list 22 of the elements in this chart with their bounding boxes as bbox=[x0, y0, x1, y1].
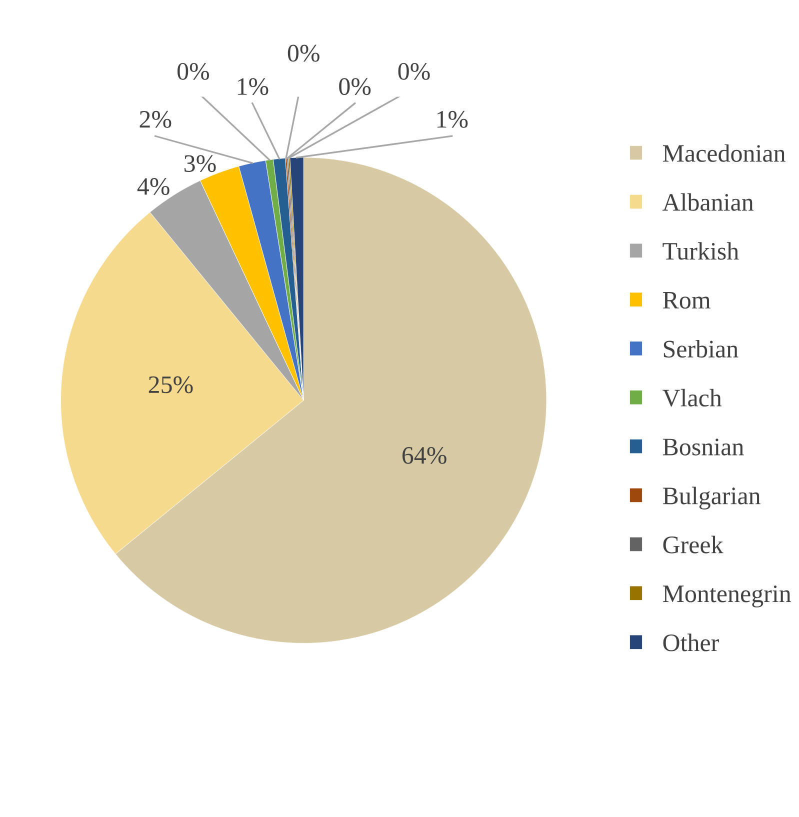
legend-label: Albanian bbox=[662, 193, 754, 211]
legend-label: Bulgarian bbox=[662, 486, 760, 510]
legend-label: Serbian bbox=[664, 340, 738, 358]
legend-label: Macedonian bbox=[662, 144, 786, 162]
legend-label: Rom bbox=[662, 292, 710, 309]
data-label: 25% bbox=[148, 376, 193, 394]
data-label: 3% bbox=[184, 155, 216, 172]
data-label: 64% bbox=[402, 446, 446, 464]
legend-label: Other bbox=[663, 634, 719, 652]
legend-label: Greek bbox=[663, 536, 724, 554]
data-label: 0% bbox=[178, 62, 210, 80]
data-label: 1% bbox=[437, 110, 468, 128]
data-label: 1% bbox=[238, 78, 268, 96]
legend-label: Vlach bbox=[662, 388, 722, 407]
data-label: 0% bbox=[339, 78, 371, 96]
legend-label: Bosnian bbox=[662, 438, 744, 456]
data-label: 4% bbox=[137, 178, 170, 196]
data-label: 0% bbox=[288, 44, 320, 62]
data-label: 0% bbox=[398, 62, 430, 80]
legend-label: Turkish bbox=[662, 242, 739, 260]
legend-label: Montenegrin bbox=[662, 585, 791, 608]
data-label: 2% bbox=[140, 110, 172, 128]
